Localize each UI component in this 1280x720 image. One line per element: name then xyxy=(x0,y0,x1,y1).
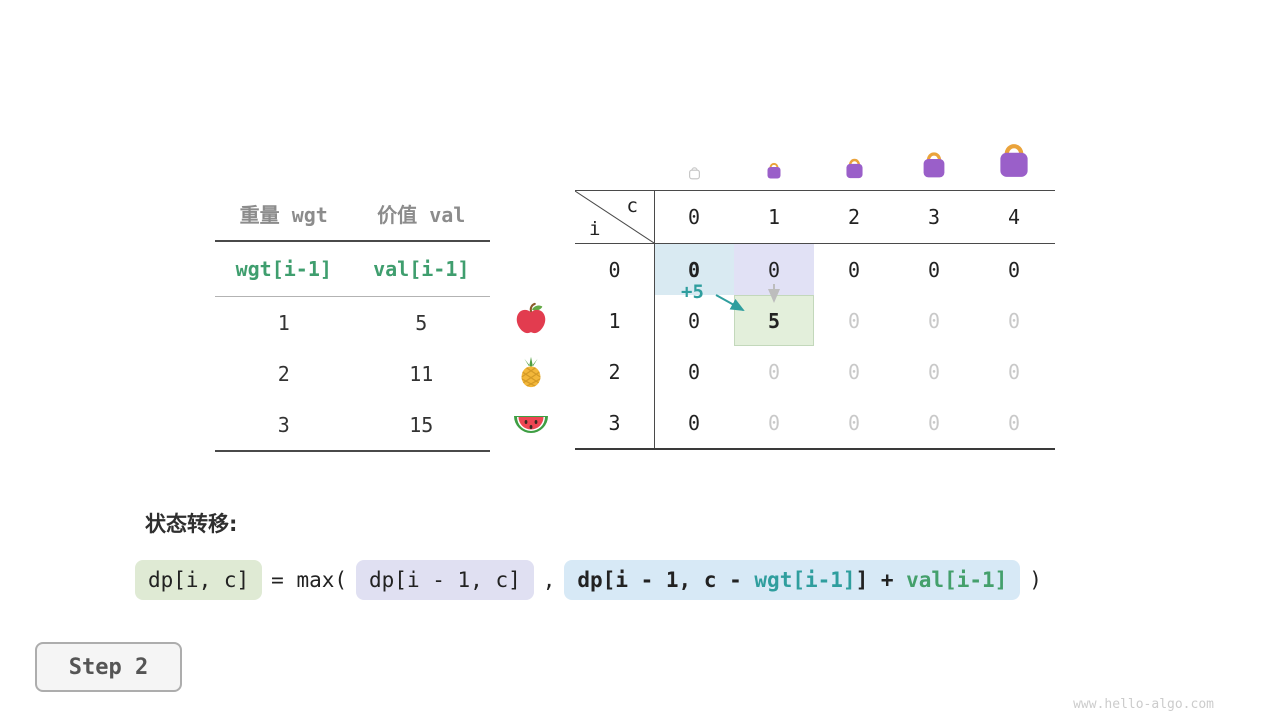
formula-option2-mid: ] + xyxy=(855,568,907,592)
item-2-weight: 2 xyxy=(277,361,290,386)
dp-cell-0-0: 0 xyxy=(687,257,701,282)
pineapple-icon xyxy=(512,354,550,390)
item-1-weight: 1 xyxy=(277,310,290,335)
row-header-3: 3 xyxy=(608,410,621,435)
item-1-value: 5 xyxy=(415,310,428,335)
dp-header-row: c i 0 1 2 3 4 xyxy=(575,191,1055,244)
bag-xlarge-icon xyxy=(993,136,1035,184)
formula-lhs-token: dp[i, c] xyxy=(135,560,263,600)
val-subheader: val[i-1] xyxy=(373,257,470,281)
dp-table: c i 0 1 2 3 4 0 0 0 0 0 0 1 0 5 xyxy=(575,190,1055,450)
row-header-2: 2 xyxy=(608,359,621,384)
formula-option2-val: val[i-1] xyxy=(906,568,1008,592)
dp-cell-0-1: 0 xyxy=(767,257,781,282)
item-3-value: 15 xyxy=(409,412,434,437)
value-column-header: 价值 val xyxy=(377,202,466,227)
watermark: www.hello-algo.com xyxy=(1073,697,1214,712)
row-header-1: 1 xyxy=(608,308,621,333)
bag-large-icon xyxy=(918,146,950,184)
col-header-2: 2 xyxy=(847,205,861,229)
item-2-value: 11 xyxy=(409,361,434,386)
dp-cell-3-4: 0 xyxy=(1007,410,1021,435)
dp-cell-1-4: 0 xyxy=(1007,308,1021,333)
dp-corner-cell: c i xyxy=(575,191,654,243)
corner-col-label: c xyxy=(626,195,638,217)
dp-cell-1-3: 0 xyxy=(927,308,941,333)
highlight-cell-1-1 xyxy=(734,295,814,346)
dp-row-2: 2 0 0 0 0 0 xyxy=(575,346,1055,397)
highlight-cell-0-0 xyxy=(655,244,734,295)
dp-cell-1-2: 0 xyxy=(847,308,861,333)
dp-cell-0-3: 0 xyxy=(927,257,941,282)
formula-option2-wgt: wgt[i-1] xyxy=(754,568,856,592)
dp-row-0: 0 0 0 0 0 0 xyxy=(575,244,1055,295)
item-row-3: 3 15 xyxy=(215,399,490,452)
plus-value-annotation: +5 xyxy=(681,281,704,303)
items-table-header: 重量 wgt 价值 val xyxy=(215,186,490,242)
formula-option1-token: dp[i - 1, c] xyxy=(356,560,534,600)
dp-cell-3-2: 0 xyxy=(847,410,861,435)
dp-cell-2-3: 0 xyxy=(927,359,941,384)
dp-cell-3-0: 0 xyxy=(687,410,701,435)
formula-comma: , xyxy=(542,568,556,592)
bag-medium-icon xyxy=(842,154,867,184)
dp-table-vertical-divider xyxy=(654,191,655,448)
formula-close-paren: ) xyxy=(1029,568,1042,592)
item-3-weight: 3 xyxy=(277,412,290,437)
dp-cell-2-0: 0 xyxy=(687,359,701,384)
items-table-subheader: wgt[i-1] val[i-1] xyxy=(215,242,490,297)
col-header-4: 4 xyxy=(1007,205,1021,229)
capacity-icons-row xyxy=(575,128,1055,186)
state-transition-label: 状态转移: xyxy=(145,512,238,536)
dp-cell-1-1: 5 xyxy=(767,308,781,333)
dp-cell-0-4: 0 xyxy=(1007,257,1021,282)
dp-row-1: 1 0 5 0 0 0 xyxy=(575,295,1055,346)
state-transition-formula: dp[i, c] = max( dp[i - 1, c] , dp[i - 1,… xyxy=(135,560,1042,600)
watermelon-icon xyxy=(512,405,550,441)
col-header-0: 0 xyxy=(687,205,701,229)
items-table: 重量 wgt 价值 val wgt[i-1] val[i-1] 1 5 2 11… xyxy=(215,186,490,452)
weight-column-header: 重量 wgt xyxy=(239,202,328,227)
dp-cell-3-3: 0 xyxy=(927,410,941,435)
step-indicator: Step 2 xyxy=(35,642,182,692)
apple-icon xyxy=(512,301,550,337)
dp-cell-3-1: 0 xyxy=(767,410,781,435)
formula-option2-prefix: dp[i - 1, c - xyxy=(577,568,755,592)
formula-option2-token: dp[i - 1, c - wgt[i-1]] + val[i-1] xyxy=(564,560,1021,600)
col-header-3: 3 xyxy=(927,205,941,229)
empty-bag-icon xyxy=(687,164,702,184)
dp-cell-2-1: 0 xyxy=(767,359,781,384)
bag-small-icon xyxy=(764,159,784,184)
item-row-1: 1 5 xyxy=(215,297,490,348)
dp-cell-1-0: 0 xyxy=(687,308,701,333)
wgt-subheader: wgt[i-1] xyxy=(235,257,332,281)
dp-cell-0-2: 0 xyxy=(847,257,861,282)
dp-row-3: 3 0 0 0 0 0 xyxy=(575,397,1055,448)
corner-row-label: i xyxy=(589,218,601,240)
formula-equals-max: = max( xyxy=(271,568,348,592)
corner-diagonal-line xyxy=(575,191,654,243)
row-header-0: 0 xyxy=(608,257,621,282)
item-row-2: 2 11 xyxy=(215,348,490,399)
col-header-1: 1 xyxy=(767,205,781,229)
dp-cell-2-4: 0 xyxy=(1007,359,1021,384)
dp-cell-2-2: 0 xyxy=(847,359,861,384)
